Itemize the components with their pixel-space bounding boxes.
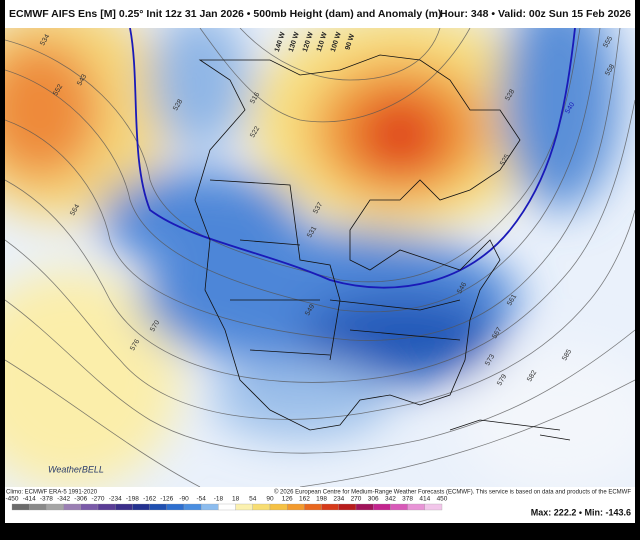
colorbar-label: -126 [160,496,173,503]
contour-label: 522 [249,125,261,139]
colorbar-swatch [63,503,81,511]
colorbar-swatch [252,503,271,511]
colorbar-swatch [132,503,150,511]
colorbar-swatch [115,503,133,511]
header-valid: Hour: 348 • Valid: 00z Sun 15 Feb 2026 [440,8,631,20]
colorbar-swatch [183,503,202,511]
colorbar-label: 234 [333,496,344,503]
colorbar-label: -306 [74,496,87,503]
contour-label: 573 [484,353,496,367]
colorbar-swatch [407,503,425,511]
contour-label: 567 [491,326,503,340]
colorbar-swatch [304,503,322,511]
colorbar-label: 18 [232,496,240,503]
colorbar-label: 270 [351,496,362,503]
climo-note: Climo: ECMWF ERA-5 1991-2020 [6,490,98,496]
colorbar-label: -378 [40,496,53,503]
contour-label: 570 [149,319,161,333]
colorbar-swatch [80,503,99,511]
colorbar-label: 342 [385,496,396,503]
contour-label: 516 [249,91,261,105]
header-title: ECMWF AIFS Ens [M] 0.25° Init 12z 31 Jan… [9,8,441,20]
contour-label: 579 [496,373,508,387]
colorbar-swatch [29,503,47,511]
contour-label: 534 [39,33,51,47]
colorbar-swatch [46,503,64,511]
logo: WeatherBELL [48,464,104,474]
colorbar: -450 -414 -378 -342 -306 -270 -234 -198 -162 -126… [5,496,448,511]
colorbar-label: 378 [402,496,413,503]
colorbar-label: 54 [249,496,257,503]
colorbar-label: 90 [266,496,274,503]
contour-label: 585 [561,348,573,362]
colorbar-swatch [149,503,167,511]
colorbar-label: 126 [282,496,293,503]
colorbar-swatch [269,503,288,511]
contour-label: 528 [172,98,184,112]
colorbar-swatch [166,503,185,511]
colorbar-label: -414 [23,496,36,503]
colorbar-label: -162 [143,496,156,503]
colorbar-label: 198 [316,496,327,503]
extremes: Max: 222.2 • Min: -143.6 [531,507,631,517]
copyright: © 2026 European Centre for Medium-Range … [274,489,631,496]
longitude-label: 90 W [344,33,356,51]
colorbar-swatch [11,503,30,511]
contour-label: 540 [564,101,576,115]
colorbar-swatch [338,503,357,511]
contour-label: 552 [52,83,64,97]
contour-label: 549 [304,303,316,317]
colorbar-label: -54 [196,496,206,503]
colorbar-label: 450 [437,496,448,503]
contour-label: 528 [504,88,516,102]
height-contours [5,28,635,487]
coastlines [194,54,571,441]
colorbar-label: -450 [5,496,18,503]
colorbar-swatch [355,503,374,511]
colorbar-label: -270 [91,496,104,503]
anomaly-field [5,28,635,487]
header-bar [5,0,635,28]
colorbar-swatch [235,503,253,511]
colorbar-label: 306 [368,496,379,503]
contour-label: 576 [129,338,141,352]
colorbar-label: -198 [126,496,139,503]
contour-label: 564 [69,203,81,217]
colorbar-label: 162 [299,496,310,503]
colorbar-label: -342 [57,496,70,503]
colorbar-swatch [97,503,116,511]
contour-label: 531 [306,225,318,239]
colorbar-label: -18 [214,496,224,503]
colorbar-swatch [373,503,391,511]
colorbar-swatch [390,503,408,511]
contour-label: 558 [604,63,616,77]
colorbar-swatch [424,503,443,511]
contour-label: 543 [76,73,88,87]
contour-labels: 534 543 552 564 570 576 528 516 522 537 531 549 546 5… [39,33,616,387]
contour-label: 555 [602,35,614,49]
colorbar-swatch [287,503,305,511]
contour-540 [129,28,576,289]
contour-label: 582 [526,369,538,383]
colorbar-swatch [218,503,236,511]
colorbar-label: -234 [109,496,122,503]
contour-label: 537 [312,201,324,215]
contour-label: 546 [456,281,468,295]
contour-label: 561 [506,293,518,307]
colorbar-label: 414 [419,496,430,503]
colorbar-swatch [321,503,339,511]
colorbar-swatch [201,503,219,511]
colorbar-label: -90 [179,496,189,503]
contour-label: 525 [499,153,511,167]
